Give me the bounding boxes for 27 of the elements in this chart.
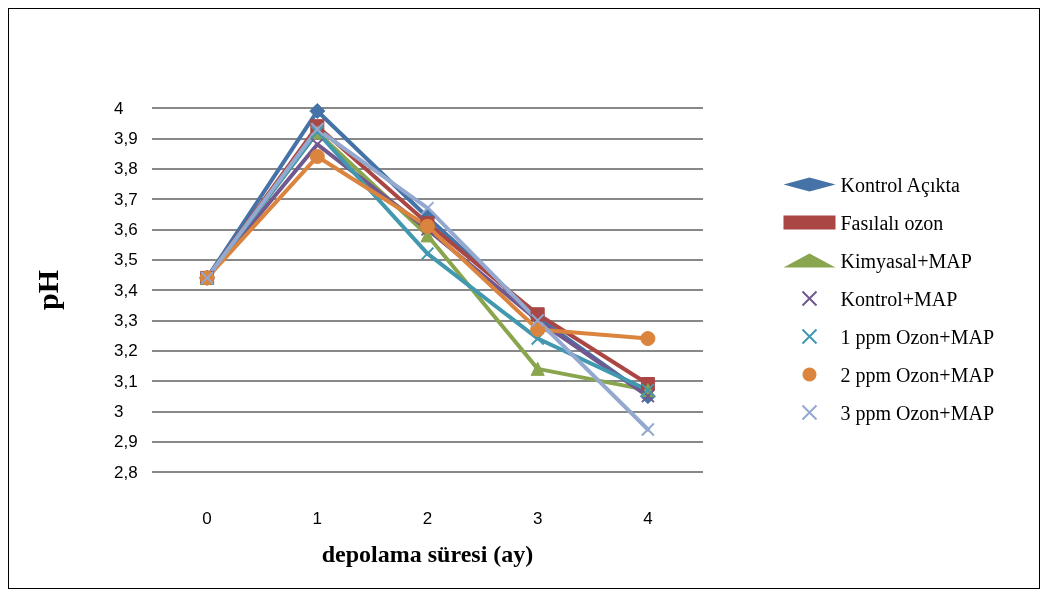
y-tick-label: 3,2 [114,341,138,361]
y-tick-label: 3,3 [114,310,138,330]
legend-label: Kimyasal+MAP [840,249,972,273]
y-tick-label: 3,8 [114,159,138,179]
y-tick-label: 3,7 [114,189,138,209]
y-tick-label: 2,8 [114,462,138,482]
y-tick-label: 3,6 [114,219,138,239]
y-tick-label: 3,9 [114,128,138,148]
legend-label: Kontrol Açıkta [840,173,961,197]
legend-label: 2 ppm Ozon+MAP [840,363,995,387]
x-tick-label: 0 [202,509,212,528]
y-tick-label: 3,5 [114,250,138,270]
legend-label: 1 ppm Ozon+MAP [840,325,995,349]
legend-label: 3 ppm Ozon+MAP [840,401,995,425]
x-tick-label: 3 [532,509,543,528]
x-tick-label: 4 [643,509,653,528]
x-tick-label: 1 [312,509,323,528]
x-axis-title: depolama süresi (ay) [321,541,534,567]
y-tick-label: 3,1 [114,371,138,391]
x-tick-label: 2 [422,509,433,528]
legend-label: Fasılalı ozon [840,211,944,234]
y-tick-label: 3 [114,401,124,421]
y-axis-title: pH [30,269,64,311]
y-tick-label: 2,9 [114,432,138,452]
y-tick-label: 3,4 [114,280,138,300]
legend-label: Kontrol+MAP [840,287,958,310]
y-tick-label: 4 [114,98,124,118]
